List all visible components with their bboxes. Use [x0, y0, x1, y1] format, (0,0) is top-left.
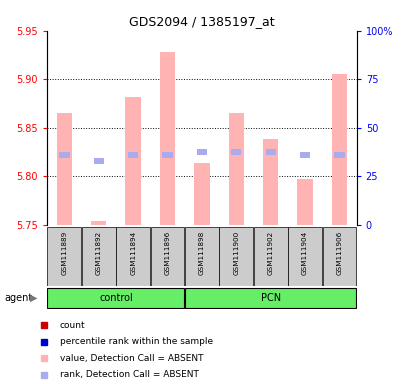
Bar: [116, 227, 150, 286]
Title: GDS2094 / 1385197_at: GDS2094 / 1385197_at: [129, 15, 274, 28]
Bar: [299, 152, 310, 158]
Text: GSM111900: GSM111900: [233, 230, 239, 275]
Bar: [151, 227, 184, 286]
Text: rank, Detection Call = ABSENT: rank, Detection Call = ABSENT: [59, 370, 198, 379]
Bar: [231, 149, 241, 155]
Bar: [331, 74, 346, 225]
Bar: [228, 113, 243, 225]
Text: GSM111902: GSM111902: [267, 230, 273, 275]
Text: control: control: [99, 293, 133, 303]
Bar: [162, 152, 172, 158]
Bar: [56, 113, 72, 225]
Bar: [184, 227, 218, 286]
Text: GSM111889: GSM111889: [61, 230, 67, 275]
Bar: [196, 149, 207, 155]
Text: agent: agent: [4, 293, 32, 303]
Text: count: count: [59, 321, 85, 329]
Bar: [322, 227, 355, 286]
Bar: [265, 149, 275, 155]
Bar: [184, 288, 355, 308]
Text: GSM111906: GSM111906: [336, 230, 342, 275]
Bar: [128, 152, 138, 158]
Bar: [47, 288, 184, 308]
Text: GSM111894: GSM111894: [130, 230, 136, 275]
Bar: [91, 221, 106, 225]
Bar: [253, 227, 287, 286]
Text: GSM111892: GSM111892: [96, 230, 101, 275]
Text: GSM111896: GSM111896: [164, 230, 170, 275]
Text: PCN: PCN: [260, 293, 280, 303]
Bar: [219, 227, 252, 286]
Bar: [160, 52, 175, 225]
Text: ▶: ▶: [29, 293, 37, 303]
Text: GSM111898: GSM111898: [198, 230, 204, 275]
Bar: [194, 162, 209, 225]
Bar: [82, 227, 115, 286]
Bar: [288, 227, 321, 286]
Text: value, Detection Call = ABSENT: value, Detection Call = ABSENT: [59, 354, 202, 363]
Bar: [125, 97, 141, 225]
Bar: [59, 152, 70, 158]
Bar: [262, 139, 278, 225]
Bar: [333, 152, 344, 158]
Bar: [47, 227, 81, 286]
Bar: [93, 158, 103, 164]
Text: GSM111904: GSM111904: [301, 230, 307, 275]
Bar: [297, 179, 312, 225]
Text: percentile rank within the sample: percentile rank within the sample: [59, 337, 212, 346]
